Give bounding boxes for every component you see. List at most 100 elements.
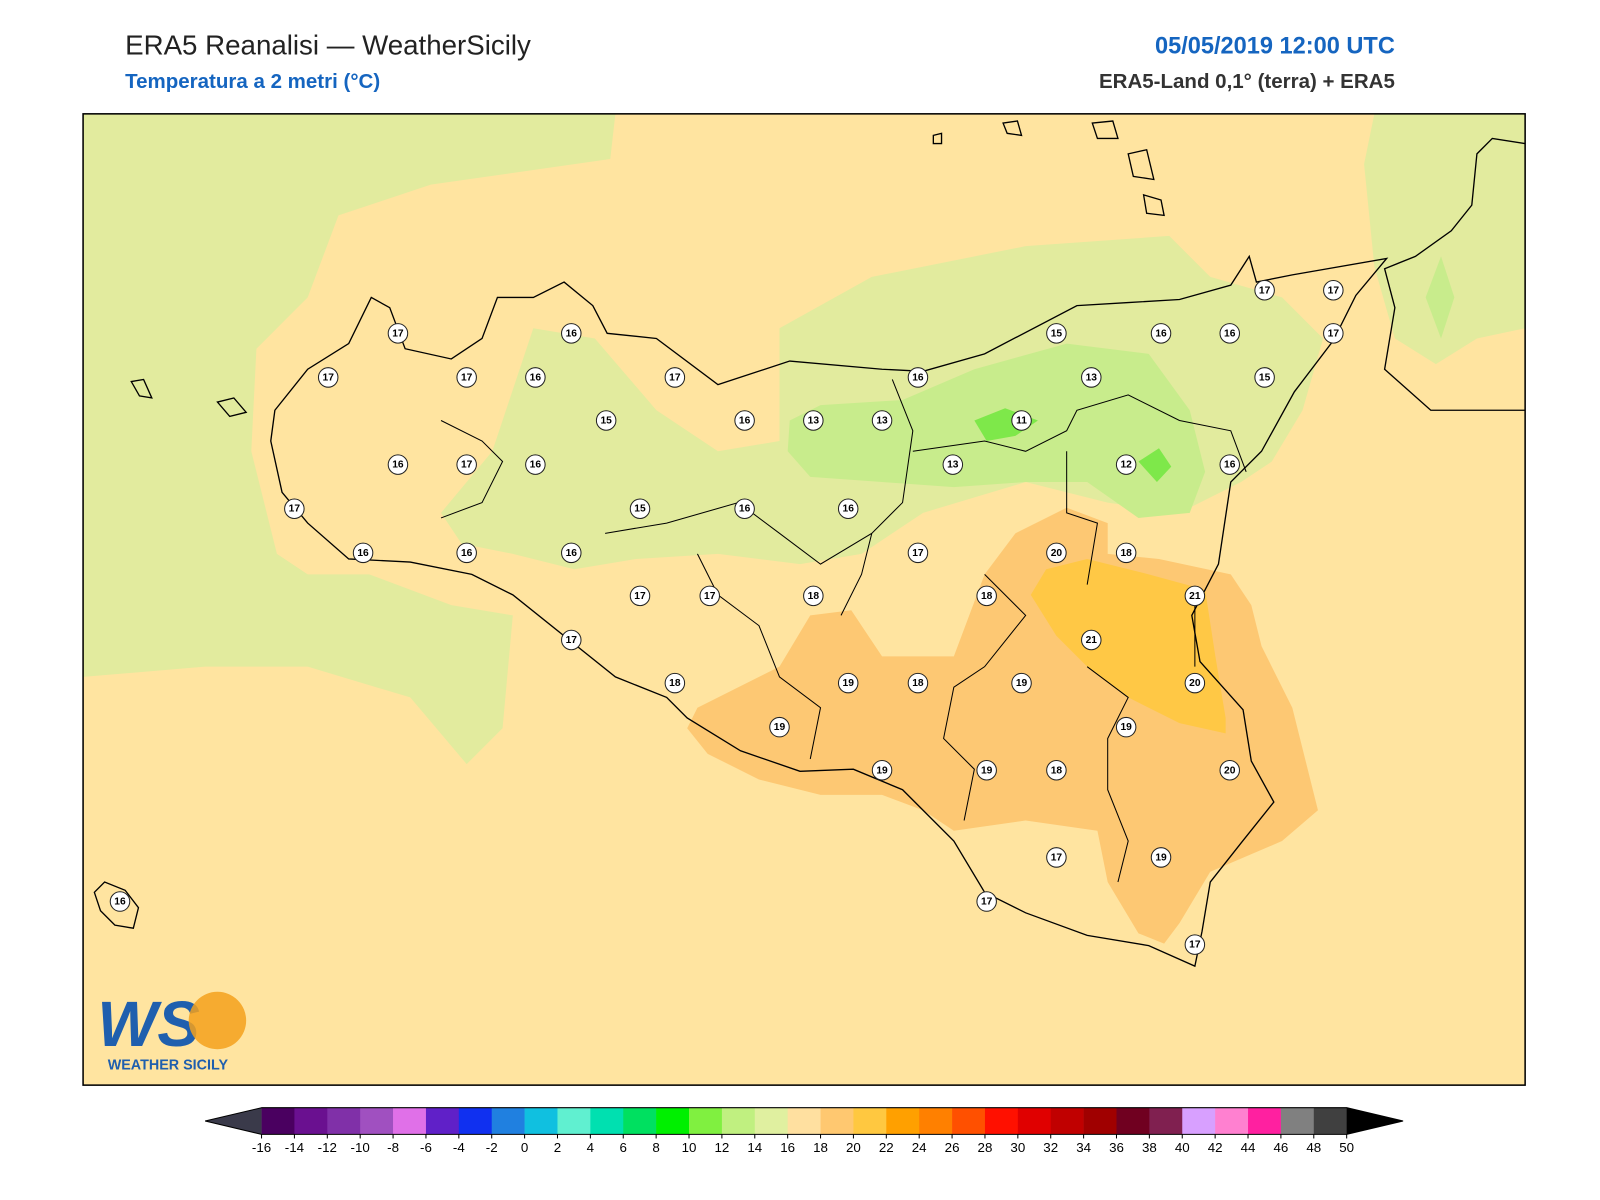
- station: 17: [1046, 847, 1067, 868]
- station: 11: [1011, 410, 1032, 431]
- station: 16: [109, 891, 131, 912]
- station-marker: [317, 367, 339, 388]
- station: 20: [1219, 759, 1240, 781]
- station-marker: [1081, 367, 1102, 388]
- colorbar-tick-label: -8: [387, 1140, 399, 1155]
- temperature-field: 17 16 17 17 16 17 15 16 13 13 16 17 16 17 15 16 16 16 16 16…: [83, 113, 1526, 1086]
- colorbar-swatch: [787, 1107, 821, 1135]
- colorbar-swatch: [1149, 1107, 1183, 1135]
- province-borders: [440, 379, 1247, 883]
- logo-sun: [188, 991, 247, 1050]
- station-value: 16: [912, 372, 924, 383]
- field-cool-sea: [83, 113, 616, 765]
- colorbar-swatch: [327, 1107, 361, 1135]
- station: 15: [595, 410, 617, 431]
- colorbar-swatch: [458, 1107, 493, 1135]
- station: 19: [976, 759, 997, 781]
- station-value: 19: [1120, 722, 1132, 733]
- station: 15: [629, 498, 651, 519]
- station-marker: [387, 454, 409, 475]
- station: 17: [629, 585, 651, 607]
- colorbar-tick-label: -10: [351, 1140, 370, 1155]
- station-value: 13: [808, 416, 820, 427]
- station-value: 16: [739, 504, 751, 515]
- station-marker: [1219, 759, 1240, 781]
- colorbar-swatch: [754, 1107, 788, 1135]
- station-marker: [456, 454, 477, 475]
- station-value: 16: [566, 548, 578, 559]
- station-value: 17: [912, 548, 924, 559]
- station: 17: [1184, 934, 1206, 955]
- colorbar-tick-label: 12: [714, 1140, 729, 1155]
- colorbar-tick-label: 40: [1175, 1140, 1190, 1155]
- colorbar-extend-high: [1346, 1107, 1404, 1135]
- station-value: 18: [669, 678, 681, 689]
- station-value: 13: [947, 460, 959, 471]
- colorbar-swatch: [952, 1107, 986, 1135]
- colorbar-tick-label: 46: [1273, 1140, 1288, 1155]
- station-marker: [1150, 323, 1172, 344]
- station: 21: [1184, 585, 1206, 607]
- station-marker: [1011, 672, 1032, 694]
- station: 18: [907, 672, 929, 694]
- station-value: 20: [1224, 765, 1236, 776]
- station-value: 16: [1224, 328, 1236, 339]
- colorbar-swatch: [294, 1107, 328, 1135]
- station: 16: [734, 498, 755, 519]
- logo-text: WEATHER SICILY: [108, 1058, 229, 1074]
- field-cooler-calabria: [1425, 256, 1455, 339]
- station-marker: [803, 585, 824, 607]
- station-marker: [1046, 847, 1067, 868]
- station-marker: [942, 454, 964, 475]
- station-marker: [976, 759, 997, 781]
- station-value: 16: [392, 460, 404, 471]
- colorbar-swatch: [360, 1107, 394, 1135]
- colorbar-tick-label: 24: [912, 1140, 927, 1155]
- station-value: 16: [1155, 328, 1167, 339]
- station-value: 11: [1016, 416, 1027, 427]
- colorbar-swatch: [689, 1107, 723, 1135]
- station-value: 17: [1189, 940, 1201, 951]
- station-value: 17: [981, 897, 993, 908]
- station-value: 16: [739, 416, 751, 427]
- station: 13: [871, 410, 893, 431]
- datetime: 05/05/2019 12:00 UTC: [1155, 32, 1395, 58]
- station: 17: [1323, 323, 1344, 344]
- station-value: 15: [634, 504, 646, 515]
- station-marker: [664, 367, 686, 388]
- station: 19: [871, 759, 893, 781]
- station: 16: [456, 542, 477, 564]
- station: 17: [1254, 279, 1275, 301]
- station-marker: [595, 410, 617, 431]
- station-value: 13: [1086, 372, 1098, 383]
- subtitle: Temperatura a 2 metri (°C): [125, 70, 380, 93]
- station-marker: [561, 629, 582, 651]
- station-marker: [525, 367, 546, 388]
- station: 18: [1115, 542, 1137, 564]
- colorbar-tick-label: 32: [1043, 1140, 1058, 1155]
- colorbar-swatch: [1182, 1107, 1216, 1135]
- colorbar-swatch: [656, 1107, 690, 1135]
- colorbar-tick-label: 4: [587, 1140, 595, 1155]
- station: 19: [1011, 672, 1032, 694]
- station-value: 20: [1189, 678, 1201, 689]
- station: 16: [837, 498, 859, 519]
- station-value: 17: [392, 328, 404, 339]
- station-marker: [1184, 585, 1206, 607]
- colorbar-swatch: [853, 1107, 887, 1135]
- colorbar-swatch: [425, 1107, 460, 1135]
- field-warmest: [1030, 558, 1226, 734]
- colorbar-swatch: [524, 1107, 558, 1135]
- station-value: 17: [461, 460, 473, 471]
- colorbar-swatch: [1116, 1107, 1150, 1135]
- station-value: 19: [843, 678, 855, 689]
- station-value: 21: [1086, 635, 1098, 646]
- station: 18: [1046, 759, 1067, 781]
- station-value: 15: [600, 416, 612, 427]
- station: 17: [976, 891, 997, 912]
- station-marker: [734, 498, 755, 519]
- station-marker: [1115, 716, 1137, 738]
- station: 15: [1254, 367, 1275, 388]
- coastlines: [93, 120, 1526, 968]
